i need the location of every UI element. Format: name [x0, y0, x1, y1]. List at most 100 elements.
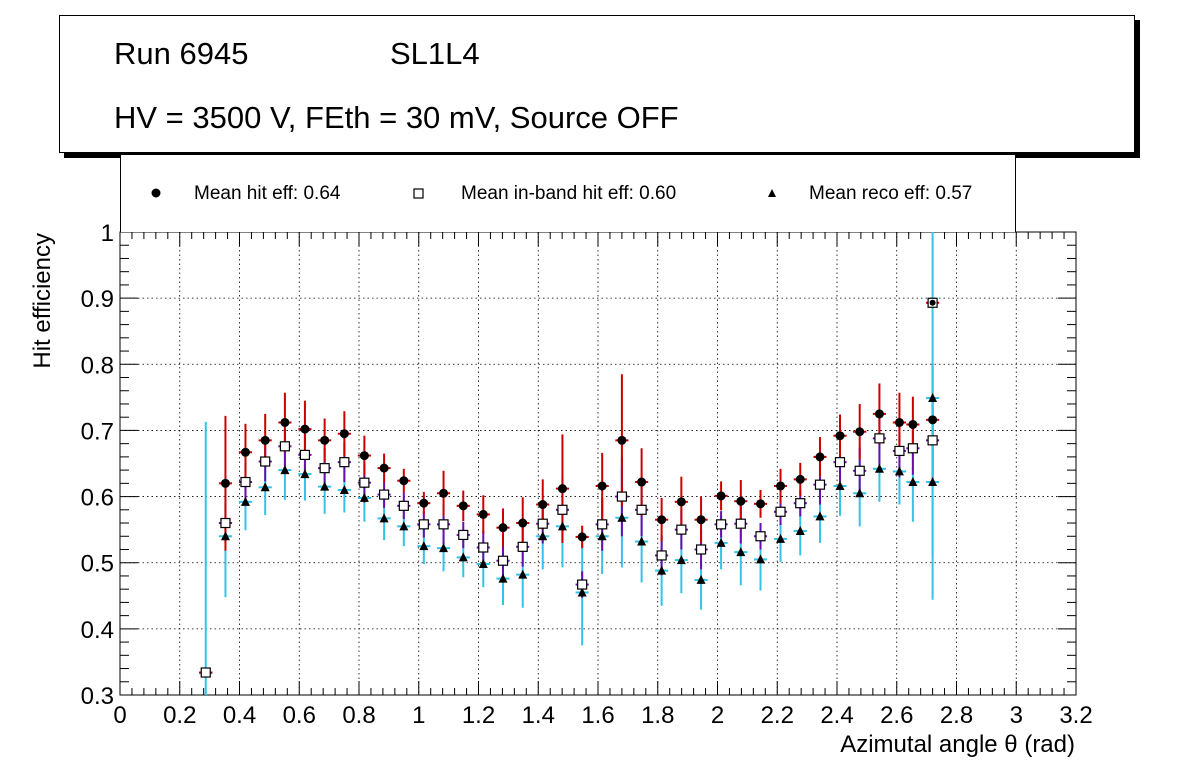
inband-marker: [695, 544, 707, 555]
x-tick-label: 1.8: [641, 702, 674, 729]
reco-marker: [795, 525, 805, 535]
inband-marker: [200, 667, 211, 678]
hit-marker: [676, 497, 686, 507]
hit-marker: [756, 499, 766, 509]
hit-marker: [637, 477, 647, 487]
hit-marker: [280, 417, 290, 427]
hit-marker: [597, 481, 607, 491]
axis-ticks: [119, 231, 1077, 696]
hit-marker: [908, 419, 918, 429]
x-tick-label: 3: [1010, 702, 1023, 729]
hit-marker: [220, 478, 230, 488]
hit-marker: [240, 447, 250, 457]
inband-marker: [775, 506, 786, 517]
reco-marker: [696, 574, 706, 584]
y-tick-label: 0.8: [81, 352, 114, 379]
inband-marker: [240, 476, 251, 488]
hit-marker: [815, 452, 825, 462]
reco-marker: [894, 466, 904, 476]
reco-marker: [736, 547, 746, 557]
reco-marker: [835, 480, 845, 490]
inband-marker: [795, 498, 806, 509]
reco-marker: [518, 569, 528, 579]
x-tick-label: 2.8: [940, 702, 973, 729]
inband-marker: [398, 500, 409, 511]
y-tick-label: 0.4: [81, 617, 114, 644]
hit-marker: [419, 498, 429, 508]
hit-marker: [399, 476, 409, 486]
inband-marker: [319, 463, 330, 474]
inband-marker: [597, 519, 608, 530]
hit-marker: [557, 484, 567, 494]
reco-marker: [399, 521, 409, 531]
hit-marker: [359, 451, 369, 461]
hit-marker: [577, 532, 587, 542]
inband-marker: [279, 441, 291, 452]
inband-marker: [894, 445, 905, 457]
reco-marker: [617, 512, 627, 522]
inband-marker: [927, 435, 938, 446]
hit-marker: [518, 518, 528, 528]
hit-marker: [439, 488, 449, 498]
reco-marker: [855, 488, 865, 498]
reco-marker: [815, 511, 825, 521]
reco-marker: [498, 573, 508, 583]
reco-marker: [756, 554, 766, 564]
inband-marker: [438, 519, 449, 530]
inband-marker: [418, 519, 429, 530]
x-tick-label: 2: [711, 702, 724, 729]
inband-marker: [676, 524, 687, 535]
inband-marker: [854, 465, 865, 476]
inband-marker: [814, 479, 826, 490]
reco-marker: [379, 513, 389, 523]
y-tick-label: 1: [101, 220, 114, 247]
x-tick-label: 0: [113, 702, 126, 729]
hit-marker: [795, 474, 805, 484]
y-tick-label: 0.9: [81, 286, 114, 313]
hit-marker: [458, 501, 468, 511]
reco-marker: [339, 484, 349, 494]
markers: [200, 297, 938, 678]
error-bars: [199, 232, 940, 695]
inband-marker: [299, 449, 311, 461]
inband-marker: [656, 550, 667, 561]
x-tick-label: 0.4: [223, 702, 256, 729]
reco-marker: [577, 587, 587, 597]
legend-label-reco: Mean reco eff: 0.57: [809, 183, 973, 204]
reco-marker: [657, 565, 667, 575]
reco-marker: [320, 481, 330, 491]
x-tick-label: 2.4: [820, 702, 853, 729]
hit-marker: [894, 417, 904, 427]
reco-marker: [260, 482, 270, 492]
reco-marker: [716, 537, 726, 547]
x-tick-label: 2.2: [761, 702, 794, 729]
inband-marker: [735, 518, 746, 529]
y-tick-label: 0.5: [81, 551, 114, 578]
reco-marker: [220, 531, 230, 541]
axis-tick-labels: 0 0.2 0.4 0.6 0.8 1 1.2 1.4 1.6 1.8 2 2.2 2.4 2.6 2.8 3…: [81, 220, 1093, 729]
inband-marker: [834, 457, 846, 468]
inband-marker: [517, 541, 528, 552]
inband-marker: [755, 531, 766, 542]
inband-marker: [260, 456, 271, 467]
x-tick-label: 3.2: [1059, 702, 1092, 729]
hit-marker: [874, 409, 884, 419]
inband-marker: [907, 443, 918, 454]
hit-marker: [657, 515, 667, 525]
hit-marker: [835, 431, 845, 441]
hit-marker: [696, 515, 706, 525]
inband-marker: [339, 457, 350, 468]
hit-marker: [339, 429, 349, 439]
reco-marker: [928, 393, 938, 403]
conditions-label: HV = 3500 V, FEth = 30 mV, Source OFF: [114, 100, 679, 135]
hit-marker: [320, 435, 330, 445]
hit-marker: [716, 491, 726, 501]
reco-marker: [300, 469, 310, 479]
inband-marker: [478, 542, 489, 553]
legend-label-inband: Mean in-band hit eff: 0.60: [461, 183, 677, 204]
run-label: Run 6945: [114, 36, 249, 71]
inband-marker: [616, 491, 628, 502]
reco-marker: [359, 492, 369, 502]
inband-marker: [557, 504, 568, 515]
